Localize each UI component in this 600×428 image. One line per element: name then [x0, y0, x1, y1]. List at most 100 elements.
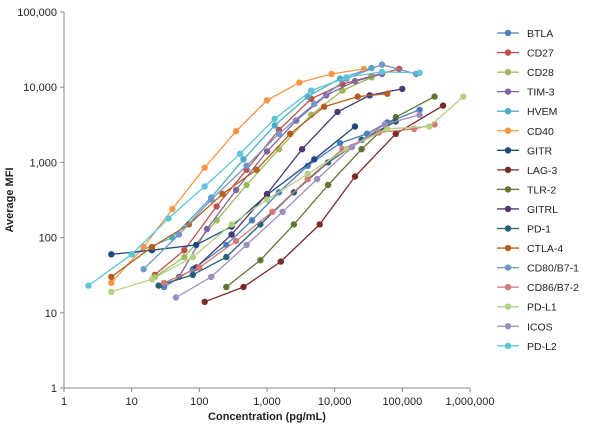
- x-tick-label: 1,000,000: [446, 396, 495, 408]
- data-point-cd80-b7-1: [243, 162, 250, 169]
- legend-swatch-marker: [504, 29, 512, 37]
- data-point-btla: [304, 162, 311, 169]
- series-line-icos: [175, 114, 420, 299]
- legend-item-pd-1: PD-1: [497, 224, 551, 236]
- data-point-lag-3: [201, 298, 208, 305]
- legend-item-cd27: CD27: [497, 48, 554, 60]
- legend-swatch-marker: [504, 303, 512, 310]
- legend-swatch-marker: [504, 186, 512, 193]
- data-point-tim-3: [293, 117, 300, 124]
- data-point-cd80-b7-1: [140, 266, 147, 273]
- series-ctla-4: [108, 90, 391, 281]
- data-point-cd40: [328, 70, 335, 78]
- legend-swatch-marker: [504, 244, 512, 252]
- y-tick-label: 1,000: [29, 157, 57, 169]
- legend-item-lag-3: LAG-3: [497, 165, 558, 177]
- data-point-ctla-4: [384, 90, 391, 97]
- data-point-lag-3: [351, 173, 359, 180]
- data-point-cd40: [232, 128, 240, 135]
- data-point-hvem: [271, 122, 278, 129]
- data-point-cd80-b7-1: [378, 61, 386, 68]
- series-pd-1: [155, 118, 399, 289]
- data-point-pd-l1: [460, 93, 467, 100]
- legend-label: GITR: [527, 145, 552, 157]
- data-point-cd80-b7-1: [208, 196, 215, 203]
- legend-label: HVEM: [527, 106, 557, 118]
- data-point-lag-3: [240, 283, 247, 291]
- series-line-lag-3: [204, 105, 444, 303]
- data-point-hvem: [240, 156, 247, 163]
- legend-swatch-marker: [504, 147, 512, 154]
- data-point-cd40: [263, 97, 271, 104]
- x-tick-label: 100,000: [382, 396, 422, 408]
- data-point-icos: [279, 208, 286, 215]
- legend-item-btla: BTLA: [497, 28, 553, 40]
- data-point-pd-l2: [416, 69, 423, 77]
- series-line-cd27: [154, 68, 400, 276]
- data-point-tim-3: [351, 78, 359, 85]
- legend-item-pd-l2: PD-L2: [497, 341, 557, 353]
- legend-swatch-marker: [504, 88, 512, 95]
- legend-item-cd80-b7-1: CD80/B7-1: [497, 263, 579, 275]
- data-point-pd-1: [189, 271, 196, 278]
- data-point-tlr-2: [223, 283, 230, 291]
- legend: BTLA CD27 CD28 TIM-3 HVEM CD40 GITR LAG-3 TLR-2 G…: [497, 28, 579, 353]
- data-point-btla: [248, 217, 256, 224]
- data-point-icos: [348, 143, 356, 151]
- legend-item-hvem: HVEM: [497, 106, 557, 118]
- series-pd-l1: [108, 93, 467, 295]
- data-point-pd-l1: [426, 123, 433, 130]
- data-point-tim-3: [203, 225, 211, 233]
- series-line-pd-1: [158, 120, 397, 287]
- data-point-gitrl: [298, 146, 306, 153]
- legend-label: TIM-3: [527, 87, 555, 99]
- data-point-gitr: [311, 156, 318, 163]
- data-point-pd-1: [155, 282, 162, 289]
- legend-swatch-marker: [504, 283, 512, 291]
- data-point-lag-3: [277, 258, 284, 265]
- data-point-pd-l2: [165, 215, 172, 222]
- legend-item-pd-l1: PD-L1: [497, 302, 557, 314]
- data-point-gitr: [351, 123, 359, 130]
- data-point-tim-3: [263, 148, 271, 155]
- legend-label: GITRL: [527, 204, 558, 216]
- data-point-pd-l1: [228, 221, 235, 228]
- data-point-cd86-b7-2: [232, 237, 240, 245]
- y-axis-title: Average MFI: [4, 167, 16, 232]
- y-tick-label: 100: [39, 233, 57, 245]
- data-point-cd40: [296, 79, 303, 86]
- data-point-cd80-b7-1: [275, 130, 283, 137]
- data-point-cd86-b7-2: [196, 264, 203, 271]
- legend-swatch-marker: [504, 108, 512, 115]
- legend-label: CD27: [527, 48, 554, 60]
- y-tick-label: 10,000: [23, 82, 57, 94]
- legend-item-gitrl: GITRL: [497, 204, 558, 216]
- series-cd80-b7-1: [140, 61, 420, 273]
- data-point-cd86-b7-2: [160, 279, 168, 287]
- legend-item-tim-3: TIM-3: [497, 87, 555, 99]
- series-cd28: [151, 74, 375, 281]
- data-point-pd-l2: [378, 68, 386, 76]
- data-point-gitrl: [228, 231, 235, 238]
- legend-swatch-marker: [504, 342, 512, 349]
- series-line-btla: [163, 109, 420, 288]
- x-tick-label: 1,000: [253, 396, 281, 408]
- x-ticks: 1 10 100 1,000 10,000 100,000 1,000,000: [61, 388, 495, 408]
- series-line-pd-l2: [88, 71, 420, 287]
- data-point-cd40: [169, 205, 176, 213]
- legend-label: LAG-3: [527, 165, 558, 177]
- x-tick-label: 1: [61, 396, 67, 408]
- legend-item-tlr-2: TLR-2: [497, 184, 556, 196]
- legend-label: CD86/B7-2: [527, 282, 579, 294]
- data-point-cd40: [108, 279, 115, 287]
- x-tick-label: 100: [190, 396, 208, 408]
- series-cd40: [108, 65, 368, 287]
- data-point-cd80-b7-1: [311, 100, 318, 108]
- data-point-cd86-b7-2: [269, 208, 276, 215]
- legend-label: ICOS: [527, 321, 553, 333]
- data-point-cd86-b7-2: [304, 175, 311, 183]
- data-point-cd40: [201, 164, 208, 171]
- legend-item-cd28: CD28: [497, 67, 554, 79]
- legend-label: CTLA-4: [527, 243, 563, 255]
